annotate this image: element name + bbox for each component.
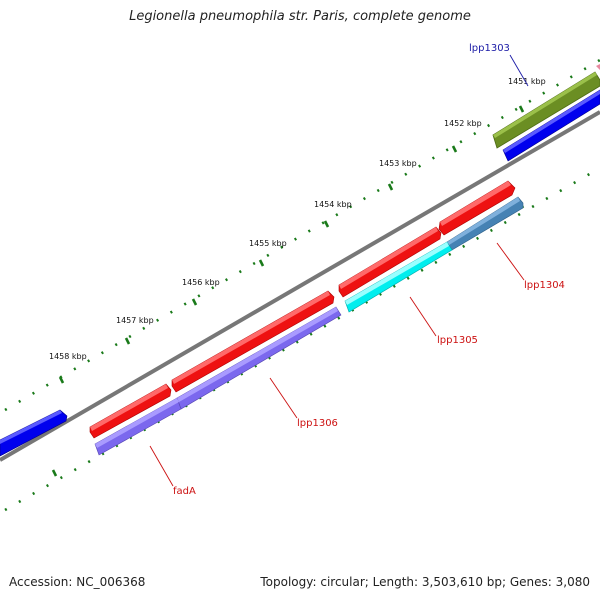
gene-arrow-offscreen: [596, 64, 600, 70]
gene-labels: lpp1303 lpp1304 lpp1305 lpp1306 fadA: [173, 43, 565, 497]
gene-label-fadA[interactable]: fadA: [173, 486, 196, 497]
forward-strand-genes: [0, 64, 600, 457]
gene-left-blue[interactable]: [0, 409, 68, 457]
tick-label-1452: 1452 kbp: [444, 119, 482, 128]
inner-dotted-track: [4, 166, 600, 512]
tick-label-1457: 1457 kbp: [116, 316, 154, 325]
tick-label-1456: 1456 kbp: [182, 278, 220, 287]
genome-backbone: [0, 110, 600, 462]
outer-tick-marks: [58, 105, 525, 384]
gene-label-lpp1304[interactable]: lpp1304: [524, 280, 565, 291]
outer-dotted-track: [4, 58, 600, 412]
genome-info-text: Topology: circular; Length: 3,503,610 bp…: [260, 575, 590, 589]
tick-label-1454: 1454 kbp: [314, 200, 352, 209]
map-title: Legionella pneumophila str. Paris, compl…: [129, 9, 471, 24]
gene-label-lpp1303[interactable]: lpp1303: [469, 43, 510, 54]
gene-leader-lines: [149, 54, 529, 487]
accession-text: Accession: NC_006368: [9, 575, 146, 589]
tick-label-1455: 1455 kbp: [249, 239, 287, 248]
tick-labels: 1451 kbp 1452 kbp 1453 kbp 1454 kbp 1455…: [49, 77, 546, 361]
tick-label-1453: 1453 kbp: [379, 159, 417, 168]
reverse-strand-genes: [94, 196, 524, 456]
gene-label-lpp1306[interactable]: lpp1306: [297, 418, 338, 429]
tick-label-1458: 1458 kbp: [49, 352, 87, 361]
tick-label-1451: 1451 kbp: [508, 77, 546, 86]
gene-label-lpp1305[interactable]: lpp1305: [437, 335, 478, 346]
